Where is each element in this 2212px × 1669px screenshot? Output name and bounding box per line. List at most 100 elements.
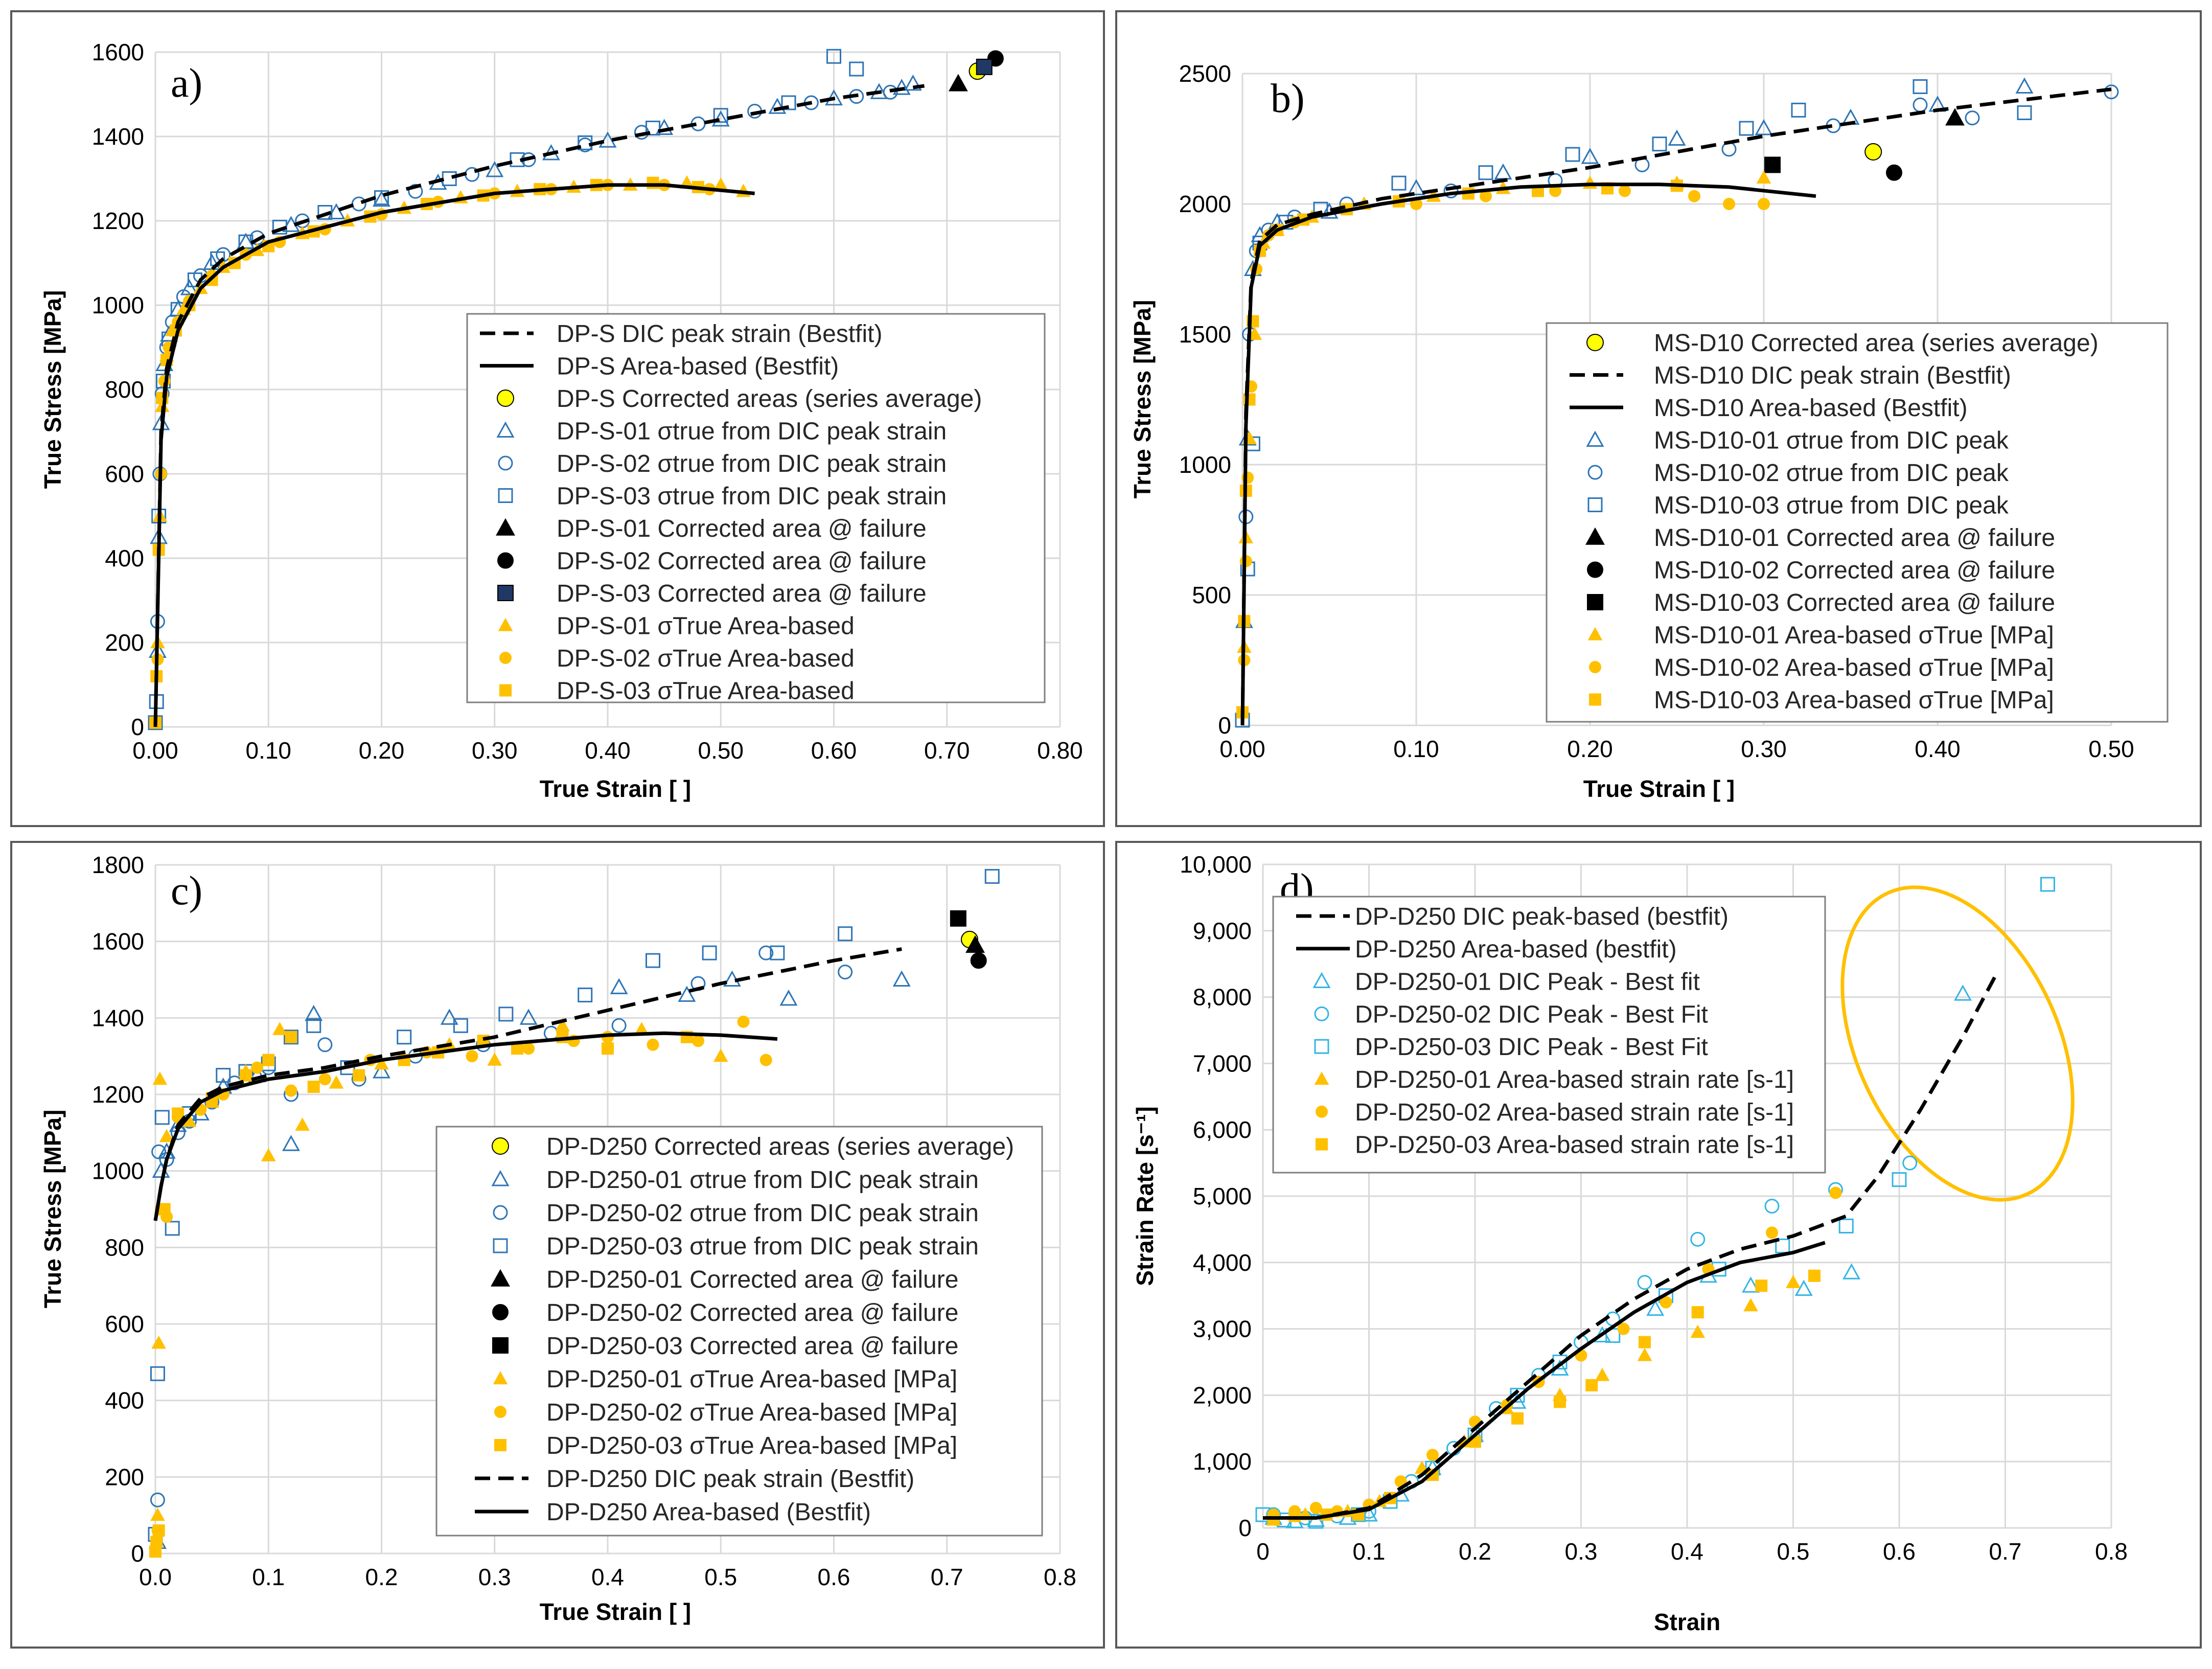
data-point bbox=[317, 205, 333, 220]
data-point bbox=[1742, 1276, 1760, 1293]
legend-marker-symbol bbox=[1314, 1039, 1329, 1054]
data-point bbox=[826, 49, 841, 64]
data-point bbox=[1619, 185, 1631, 197]
legend-marker-symbol bbox=[1585, 527, 1605, 545]
legend-marker-symbol bbox=[497, 390, 514, 407]
data-point bbox=[1808, 1269, 1821, 1282]
legend-entry-label: DP-S DIC peak strain (Bestfit) bbox=[557, 321, 883, 348]
data-point bbox=[647, 176, 659, 189]
y-tick-label: 1400 bbox=[92, 1004, 144, 1031]
data-point bbox=[1766, 1226, 1778, 1239]
data-point bbox=[442, 171, 457, 186]
data-point bbox=[1690, 1324, 1706, 1338]
legend: MS-D10 Corrected area (series average) MS… bbox=[1546, 322, 2169, 723]
y-tick-label: 2,000 bbox=[1193, 1382, 1252, 1408]
legend-entry-label: DP-D250 Area-based (Bestfit) bbox=[546, 1499, 871, 1526]
data-point bbox=[1639, 1336, 1651, 1348]
legend-marker-symbol bbox=[493, 1238, 508, 1253]
legend-entry-label: MS-D10-02 Corrected area @ failure bbox=[1654, 557, 2055, 584]
chart-c: 0.0 0.1 0.2 0.3 0.4 0.5 0.6 0.7 0.8 0 200 400 600 800… bbox=[39, 852, 1076, 1625]
series-dp-d250-01-area-based-strain-rate-s-1 bbox=[1266, 1275, 1801, 1526]
legend-entry-label: DP-D250-03 σTrue Area-based [MPa] bbox=[546, 1432, 957, 1459]
data-point bbox=[272, 1022, 287, 1035]
data-point bbox=[759, 1054, 772, 1066]
data-point bbox=[1652, 136, 1667, 152]
data-point bbox=[965, 935, 985, 953]
data-point bbox=[758, 945, 774, 961]
data-point bbox=[2015, 77, 2034, 94]
panel-d: 0 0.1 0.2 0.3 0.4 0.5 0.6 0.7 0.8 0 1,000 2,000 3,00… bbox=[1115, 841, 2202, 1649]
x-tick-label: 0.20 bbox=[359, 737, 405, 764]
data-point bbox=[1309, 1502, 1322, 1515]
legend-entry-label: DP-D250 DIC peak-based (bestfit) bbox=[1355, 903, 1729, 930]
x-axis-title: True Strain [ ] bbox=[1583, 775, 1735, 802]
y-tick-label: 400 bbox=[105, 1387, 144, 1414]
y-tick-label: 7,000 bbox=[1193, 1050, 1252, 1077]
x-tick-label: 0.60 bbox=[811, 737, 857, 764]
legend-marker-symbol bbox=[1586, 334, 1604, 351]
data-point bbox=[646, 121, 660, 135]
x-axis-title: Strain bbox=[1654, 1609, 1720, 1635]
data-point bbox=[713, 1048, 728, 1062]
data-point bbox=[487, 1052, 502, 1066]
legend-entry-label: DP-D250 Area-based (bestfit) bbox=[1355, 936, 1677, 963]
y-tick-label: 1000 bbox=[92, 292, 144, 318]
x-tick-label: 0.80 bbox=[1037, 737, 1083, 764]
legend-entry-label: DP-S-03 Corrected area @ failure bbox=[557, 580, 927, 607]
line-dp-d250-dic-peak-based-bestfit bbox=[1263, 976, 1996, 1520]
legend-marker-symbol bbox=[497, 585, 514, 601]
series-group bbox=[1235, 77, 2119, 728]
data-point bbox=[1660, 1296, 1672, 1309]
legend-box bbox=[1546, 322, 2169, 723]
y-tick-label: 1000 bbox=[1179, 451, 1231, 478]
legend-entry-label: MS-D10-03 Corrected area @ failure bbox=[1654, 589, 2055, 616]
legend-entry-label: MS-D10-01 σtrue from DIC peak bbox=[1654, 427, 2009, 454]
legend-entry-label: DP-S-02 Corrected area @ failure bbox=[557, 548, 927, 575]
x-tick-label: 0.8 bbox=[1044, 1564, 1076, 1590]
y-tick-label: 1400 bbox=[92, 123, 144, 150]
data-point bbox=[150, 1492, 165, 1507]
y-tick-label: 200 bbox=[105, 629, 144, 656]
legend-entry-label: DP-D250 DIC peak strain (Bestfit) bbox=[546, 1466, 914, 1493]
legend-marker-symbol bbox=[1586, 430, 1604, 447]
x-tick-label: 0.3 bbox=[1565, 1538, 1598, 1565]
x-tick-label: 0.4 bbox=[1671, 1538, 1703, 1565]
y-tick-label: 1600 bbox=[92, 928, 144, 955]
data-point bbox=[976, 58, 993, 75]
data-point bbox=[883, 84, 898, 100]
x-tick-label: 0.00 bbox=[132, 737, 178, 764]
legend-entry-label: DP-S-01 σTrue Area-based bbox=[557, 613, 855, 640]
data-point bbox=[1637, 1347, 1652, 1361]
x-tick-label: 0.70 bbox=[924, 737, 970, 764]
legend-entry-label: MS-D10 Corrected area (series average) bbox=[1654, 330, 2099, 357]
data-point bbox=[1913, 97, 1928, 112]
legend-marker-symbol bbox=[1587, 561, 1603, 578]
data-point bbox=[1758, 198, 1770, 210]
data-point bbox=[158, 1203, 171, 1216]
y-tick-label: 4,000 bbox=[1193, 1249, 1252, 1276]
x-tick-label: 0.6 bbox=[1883, 1538, 1916, 1565]
data-point bbox=[408, 184, 423, 199]
data-point bbox=[768, 98, 787, 114]
data-point bbox=[948, 74, 968, 92]
legend-entry-label: DP-S-03 σTrue Area-based bbox=[557, 678, 855, 705]
legend-entry-label: DP-S Corrected areas (series average) bbox=[557, 385, 982, 413]
legend-marker-symbol bbox=[1312, 972, 1331, 989]
data-point bbox=[285, 1031, 297, 1043]
data-point bbox=[1838, 1218, 1854, 1233]
data-point bbox=[453, 1018, 468, 1033]
x-tick-label: 0.0 bbox=[139, 1564, 172, 1590]
x-tick-label: 0.00 bbox=[1219, 736, 1265, 762]
data-point bbox=[203, 254, 221, 270]
y-tick-label: 1500 bbox=[1179, 321, 1231, 348]
data-point bbox=[578, 987, 593, 1002]
line-dp-d250-area-based-bestfit bbox=[153, 1031, 778, 1221]
data-point bbox=[151, 1144, 167, 1159]
series-dp-d250-02-area-based-strain-rate-s-1 bbox=[1267, 1186, 1842, 1521]
data-point bbox=[1775, 1238, 1790, 1253]
data-point bbox=[397, 1030, 412, 1045]
data-point bbox=[1755, 1279, 1768, 1292]
series-group bbox=[148, 49, 1004, 730]
x-tick-label: 0.50 bbox=[698, 737, 744, 764]
x-tick-label: 0 bbox=[1256, 1538, 1270, 1565]
